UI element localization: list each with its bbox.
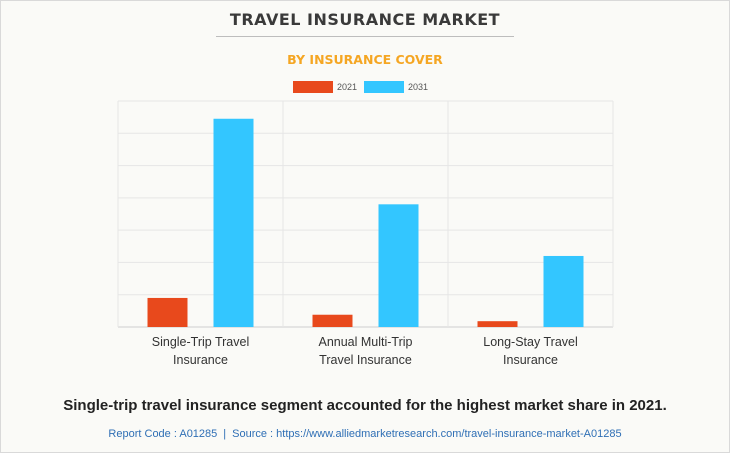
bar-2031-2: [543, 255, 584, 327]
legend-item-2021: 2021: [293, 80, 357, 94]
chart-legend: 2021 2031: [0, 80, 730, 94]
footer: Report Code : A01285 | Source : https://ww…: [0, 428, 730, 440]
legend-swatch-2021: [293, 81, 333, 93]
legend-label-2021: 2021: [337, 82, 358, 92]
legend-item-2031: 2031: [364, 80, 428, 94]
bar-2021-0: [147, 297, 188, 327]
category-label: Travel Insurance: [319, 353, 412, 367]
legend-label-2031: 2031: [408, 82, 429, 92]
category-label: Insurance: [173, 353, 228, 367]
category-label: Single-Trip Travel: [152, 335, 250, 349]
bar-2031-0: [213, 118, 254, 327]
legend-swatch-2031: [364, 81, 404, 93]
chart-title: TRAVEL INSURANCE MARKET: [229, 10, 501, 29]
title-divider: [216, 36, 514, 37]
chart-subtitle: BY INSURANCE COVER: [287, 52, 443, 67]
source-link[interactable]: Source : https://www.alliedmarketresearc…: [232, 428, 622, 440]
report-code: Report Code : A01285: [108, 428, 218, 440]
chart-caption: Single-trip travel insurance segment acc…: [63, 397, 667, 414]
bar-2021-2: [477, 321, 518, 327]
category-label: Annual Multi-Trip: [318, 335, 412, 349]
footer-separator: |: [223, 428, 227, 440]
bar-2021-1: [312, 314, 353, 327]
category-label: Long-Stay Travel: [483, 335, 578, 349]
bar-2031-1: [378, 204, 419, 327]
category-label: Insurance: [503, 353, 558, 367]
